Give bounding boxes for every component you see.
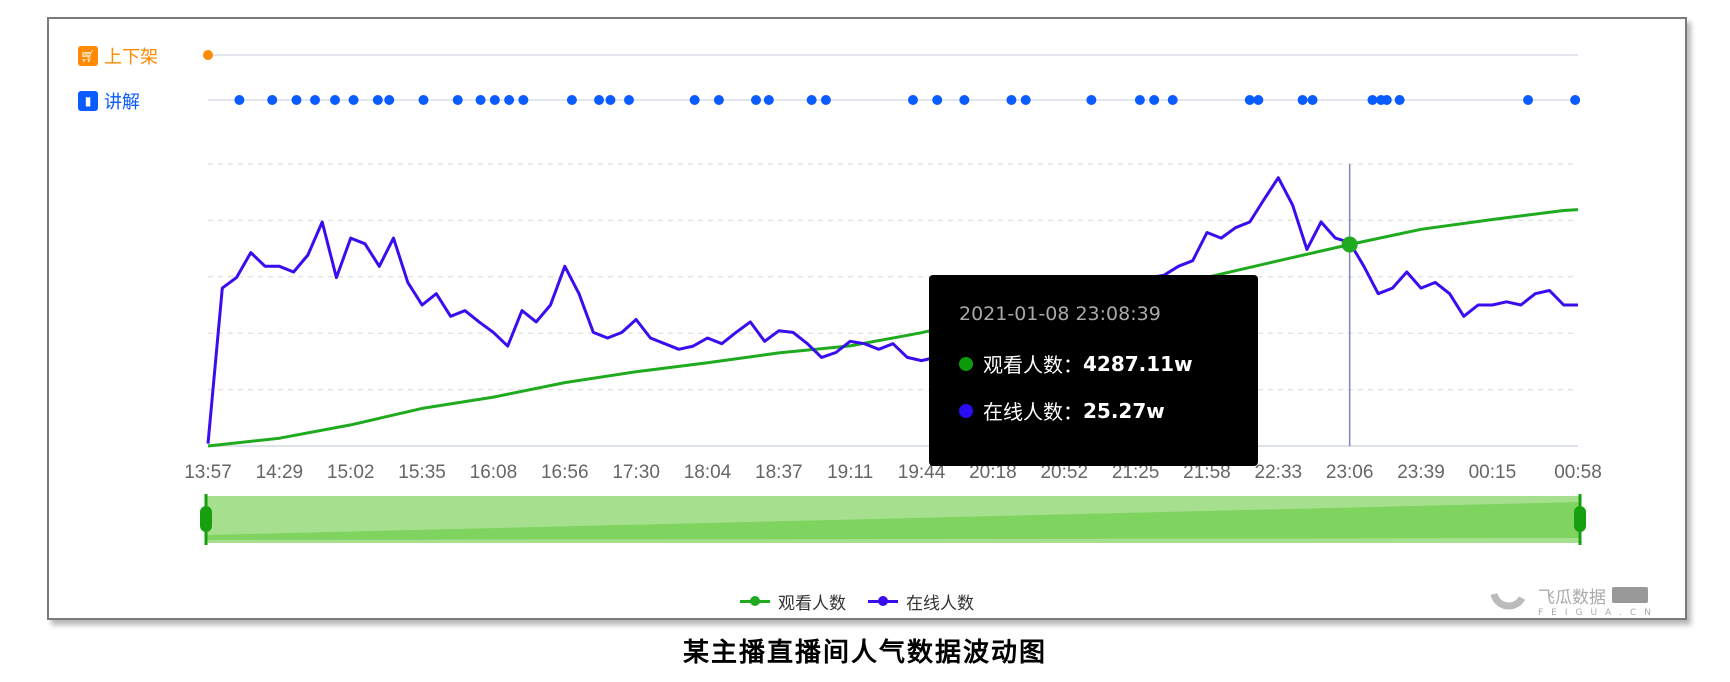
event-dot-explain[interactable] xyxy=(1253,95,1264,105)
microphone-icon: ▮ xyxy=(78,91,98,111)
x-tick-label: 20:52 xyxy=(1040,462,1088,483)
green-dot-icon xyxy=(959,356,973,371)
event-dot-explain[interactable] xyxy=(1523,95,1534,105)
x-tick-label: 18:04 xyxy=(684,462,732,483)
x-tick-label: 15:35 xyxy=(398,462,446,483)
event-dot-explain[interactable] xyxy=(907,95,918,105)
cart-icon: 🛒︎ xyxy=(78,46,98,66)
legend-label: 观看人数 xyxy=(778,594,846,614)
tooltip-line-online: 在线人数： 25.27w xyxy=(959,396,1258,425)
event-dot-explain[interactable] xyxy=(689,95,700,105)
legend-line-icon xyxy=(740,596,770,606)
event-dot-explain[interactable] xyxy=(763,95,774,105)
event-dot-explain[interactable] xyxy=(1297,95,1308,105)
event-dot-explain[interactable] xyxy=(291,95,302,105)
series-line-1 xyxy=(206,176,1578,444)
x-tick-label: 15:02 xyxy=(327,462,375,483)
event-dot-explain[interactable] xyxy=(1149,95,1160,105)
tooltip-line-views: 观看人数： 4287.11w xyxy=(959,349,1258,378)
tooltip-value: 4287.11w xyxy=(1083,351,1193,376)
event-dot-explain[interactable] xyxy=(1244,95,1255,105)
x-tick-label: 16:08 xyxy=(470,462,518,483)
event-dot-explain[interactable] xyxy=(566,95,577,105)
feigua-logo-icon xyxy=(1490,592,1526,610)
row-label-shelf: 🛒︎ 上下架 xyxy=(78,43,158,69)
x-tick-label: 17:30 xyxy=(612,462,660,483)
event-dot-explain[interactable] xyxy=(751,95,761,105)
legend-item-online[interactable]: 在线人数 xyxy=(868,589,974,614)
event-dot-explain[interactable] xyxy=(713,95,724,105)
event-dot-shelf[interactable] xyxy=(203,50,213,60)
x-tick-label: 22:33 xyxy=(1255,462,1303,483)
event-dot-explain[interactable] xyxy=(1570,95,1581,105)
x-tick-label: 19:11 xyxy=(827,462,873,483)
row-label-shelf-text: 上下架 xyxy=(104,47,158,68)
event-dot-explain[interactable] xyxy=(959,95,970,105)
event-dot-explain[interactable] xyxy=(372,95,383,105)
watermark-domain: FEIGUA.CN xyxy=(1538,607,1659,618)
event-dot-explain[interactable] xyxy=(330,95,341,105)
event-dot-explain[interactable] xyxy=(1307,95,1318,105)
x-tick-label: 16:56 xyxy=(541,462,589,483)
slider-handle-right[interactable] xyxy=(1574,506,1586,532)
event-dot-explain[interactable] xyxy=(1134,95,1145,105)
event-dot-explain[interactable] xyxy=(605,95,616,105)
event-dot-explain[interactable] xyxy=(1381,95,1392,105)
event-dot-explain[interactable] xyxy=(1167,95,1178,105)
event-dot-explain[interactable] xyxy=(1006,95,1017,105)
event-dot-explain[interactable] xyxy=(820,95,831,105)
tooltip-label: 观看人数： xyxy=(983,353,1083,377)
figure-caption: 某主播直播间人气数据波动图 xyxy=(682,638,1047,668)
legend-line-icon xyxy=(868,596,898,606)
x-tick-label: 13:57 xyxy=(184,462,232,483)
x-tick-label: 20:18 xyxy=(969,462,1017,483)
x-tick-label: 21:25 xyxy=(1112,462,1160,483)
event-dot-explain[interactable] xyxy=(384,95,395,105)
event-dot-explain[interactable] xyxy=(1020,95,1031,105)
tooltip-label: 在线人数： xyxy=(983,400,1083,424)
slider-preview-area xyxy=(206,502,1580,540)
tooltip-value: 25.27w xyxy=(1083,398,1165,423)
x-tick-label: 23:39 xyxy=(1397,462,1445,483)
x-tick-label: 19:44 xyxy=(898,462,946,483)
chart-tooltip: 2021-01-08 23:08:39 观看人数： 4287.11w 在线人数：… xyxy=(929,275,1258,466)
legend-label: 在线人数 xyxy=(906,594,974,614)
x-tick-label: 14:29 xyxy=(256,462,304,483)
x-tick-label: 18:37 xyxy=(755,462,803,483)
event-dot-explain[interactable] xyxy=(806,95,817,105)
event-dot-explain[interactable] xyxy=(234,95,245,105)
legend-item-views[interactable]: 观看人数 xyxy=(740,589,846,614)
event-dot-explain[interactable] xyxy=(504,95,515,105)
event-dot-explain[interactable] xyxy=(623,95,634,105)
tooltip-date: 2021-01-08 23:08:39 xyxy=(959,303,1161,325)
event-dot-explain[interactable] xyxy=(475,95,486,105)
watermark-brand: 飞瓜数据 xyxy=(1538,587,1606,608)
watermark: 飞瓜数据 FEIGUA.CN xyxy=(1488,582,1659,618)
x-tick-label: 23:06 xyxy=(1326,462,1374,483)
event-dot-explain[interactable] xyxy=(418,95,429,105)
event-dot-explain[interactable] xyxy=(1086,95,1097,105)
slider-handle-left[interactable] xyxy=(200,506,212,532)
event-dot-explain[interactable] xyxy=(310,95,321,105)
row-label-explain: ▮ 讲解 xyxy=(78,88,140,114)
event-dot-explain[interactable] xyxy=(518,95,529,105)
x-tick-label: 00:15 xyxy=(1469,462,1517,483)
event-dot-explain[interactable] xyxy=(267,95,278,105)
x-tick-label: 00:58 xyxy=(1554,462,1602,483)
watermark-badge xyxy=(1612,587,1648,603)
event-dot-explain[interactable] xyxy=(489,95,500,105)
highlight-point xyxy=(1341,236,1358,253)
chart-legend: 观看人数 在线人数 xyxy=(740,589,974,614)
event-dot-explain[interactable] xyxy=(1394,95,1405,105)
row-label-explain-text: 讲解 xyxy=(104,92,140,113)
event-dot-explain[interactable] xyxy=(1367,95,1378,105)
blue-dot-icon xyxy=(959,403,973,418)
event-dot-explain[interactable] xyxy=(348,95,359,105)
event-dot-explain[interactable] xyxy=(452,95,463,105)
series-line-0 xyxy=(207,208,1579,448)
event-dot-explain[interactable] xyxy=(594,95,605,105)
x-tick-label: 21:58 xyxy=(1183,462,1231,483)
event-dot-explain[interactable] xyxy=(932,95,943,105)
